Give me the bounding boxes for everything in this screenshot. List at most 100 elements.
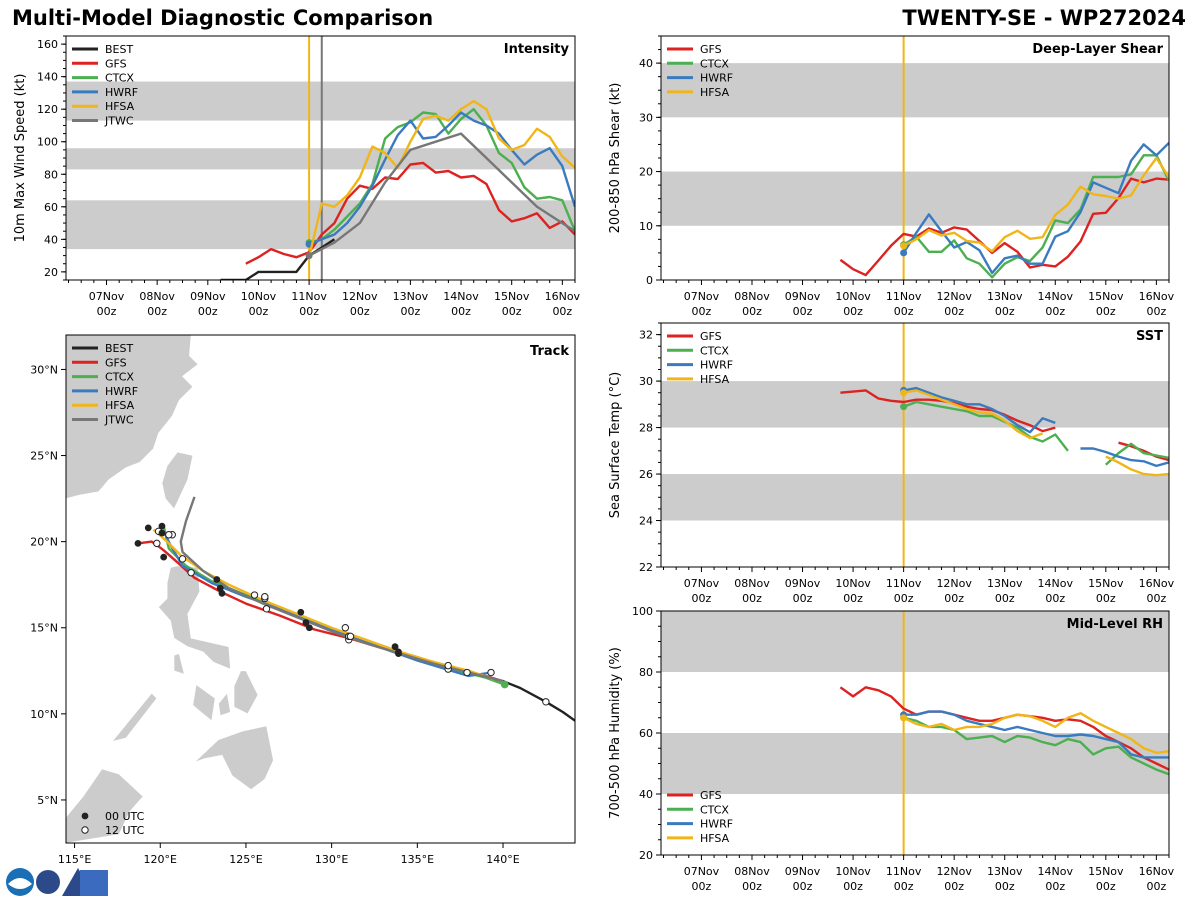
borneo-land [66, 768, 144, 843]
x-tick-hour-label: 00z [944, 592, 964, 605]
x-tick-hour-label: 00z [1045, 592, 1065, 605]
legend-best-label: BEST [105, 342, 133, 355]
x-tick-day-label: 09Nov [785, 577, 821, 590]
legend-ctcx-label: CTCX [105, 72, 134, 85]
lat-tick-label: 10°N [30, 708, 58, 721]
threshold-band [66, 148, 575, 170]
track-map-area [66, 335, 575, 843]
x-tick-day-label: 12Nov [936, 865, 972, 878]
legend-jtwc-label: JTWC [104, 414, 134, 427]
y-tick-label: 120 [37, 103, 58, 116]
intensity-title: Intensity [504, 42, 570, 57]
legend-hfsa-label: HFSA [700, 373, 730, 386]
legend-hwrf-label: HWRF [700, 359, 733, 372]
sst-title: SST [1136, 329, 1163, 344]
track-best-line [502, 679, 575, 722]
x-tick-day-label: 08Nov [734, 290, 770, 303]
series-hfsa-start-dot [900, 389, 908, 397]
x-tick-hour-label: 00z [692, 305, 712, 318]
y-tick-label: 40 [639, 57, 653, 70]
chart-intensity: 20 40 60 80 100 120 140 160 07Nov 00z 08Nov 00z 09No… [13, 35, 581, 318]
x-tick-day-label: 09Nov [785, 290, 821, 303]
x-tick-hour-label: 00z [894, 305, 914, 318]
legend-ctcx-label: CTCX [700, 803, 729, 816]
series-hwrf-start-dot [900, 249, 908, 257]
lon-tick-label: 130°E [315, 853, 348, 866]
legend-12utc-label: 12 UTC [105, 824, 145, 837]
track-hfsa-12utc-marker [165, 531, 173, 539]
cebu-land [218, 692, 231, 717]
track-jtwc-line [179, 496, 504, 683]
x-tick-day-label: 15Nov [1088, 577, 1124, 590]
x-tick-day-label: 12Nov [936, 577, 972, 590]
y-tick-label: 100 [37, 136, 58, 149]
legend-gfs-label: GFS [700, 43, 722, 56]
legend-hwrf-label: HWRF [105, 86, 138, 99]
legend-hfsa-label: HFSA [700, 86, 730, 99]
storm-id: TWENTY-SE - WP272024 [902, 6, 1186, 30]
series-hfsa-line [903, 156, 1169, 253]
track-hwrf-00utc-marker [297, 608, 305, 616]
track-hwrf-12utc-marker [487, 668, 495, 677]
x-tick-day-label: 16Nov [1139, 577, 1175, 590]
track-hwrf-line [162, 530, 492, 678]
x-tick-day-label: 12Nov [342, 290, 378, 303]
series-gfs-line [839, 177, 1169, 277]
x-tick-day-label: 10Nov [241, 290, 277, 303]
mindanao-land [194, 725, 274, 790]
x-tick-day-label: 09Nov [190, 290, 226, 303]
lat-tick-label: 5°N [37, 794, 58, 807]
series-hwrf-line [902, 141, 1169, 275]
rh-plot-area [661, 611, 1169, 855]
track-hwrf-12utc-marker [346, 632, 355, 641]
x-tick-hour-label: 00z [793, 880, 813, 893]
shear-ylabel: 200-850 hPa Shear (kt) [608, 83, 623, 234]
legend-best-label: BEST [105, 43, 133, 56]
track-gfs-12utc-marker [187, 568, 195, 577]
cira-globe-icon [36, 870, 60, 894]
x-tick-hour-label: 00z [147, 305, 167, 318]
x-tick-day-label: 14Nov [1038, 865, 1074, 878]
series-hfsa-line [903, 712, 1169, 754]
legend-ctcx-label: CTCX [700, 57, 729, 70]
y-tick-label: 32 [639, 329, 653, 342]
legend-gfs-label: GFS [105, 356, 127, 369]
y-tick-label: 80 [44, 168, 58, 181]
x-tick-hour-label: 00z [793, 305, 813, 318]
lon-tick-label: 140°E [486, 853, 519, 866]
x-tick-hour-label: 00z [1146, 880, 1166, 893]
track-frame [65, 334, 576, 844]
legend-hfsa-label: HFSA [105, 100, 135, 113]
track-best-12utc-marker [542, 698, 550, 706]
x-tick-hour-label: 00z [299, 305, 319, 318]
x-tick-hour-label: 00z [1045, 305, 1065, 318]
x-tick-hour-label: 00z [97, 305, 117, 318]
x-tick-day-label: 16Nov [545, 290, 581, 303]
x-tick-day-label: 07Nov [89, 290, 125, 303]
x-tick-hour-label: 00z [1146, 305, 1166, 318]
track-ctcx-start-marker [500, 680, 509, 689]
x-tick-day-label: 07Nov [684, 290, 720, 303]
x-tick-day-label: 16Nov [1139, 865, 1175, 878]
x-tick-day-label: 07Nov [684, 577, 720, 590]
x-tick-day-label: 09Nov [785, 865, 821, 878]
track-ctcx-00utc-marker [216, 584, 224, 592]
series-jtwc-line [308, 132, 575, 257]
x-tick-day-label: 15Nov [1088, 865, 1124, 878]
lon-tick-label: 135°E [401, 853, 434, 866]
panay-negros-land [192, 684, 216, 722]
x-tick-hour-label: 00z [843, 880, 863, 893]
y-tick-label: 10 [639, 220, 653, 233]
rh-ylabel: 700-500 hPa Humidity (%) [608, 647, 623, 819]
legend-ctcx-label: CTCX [105, 371, 134, 384]
y-tick-label: 60 [639, 727, 653, 740]
threshold-band [66, 81, 575, 121]
series-ctcx-line [903, 716, 1169, 776]
series-hfsa-start-dot [900, 714, 908, 722]
lon-tick-label: 120°E [144, 853, 177, 866]
x-tick-hour-label: 00z [552, 305, 572, 318]
y-tick-label: 22 [639, 561, 653, 574]
x-tick-hour-label: 00z [843, 305, 863, 318]
chart-track: 115°E 120°E 125°E 130°E 135°E 140°E 5°N 10°N 15°… [30, 334, 576, 866]
